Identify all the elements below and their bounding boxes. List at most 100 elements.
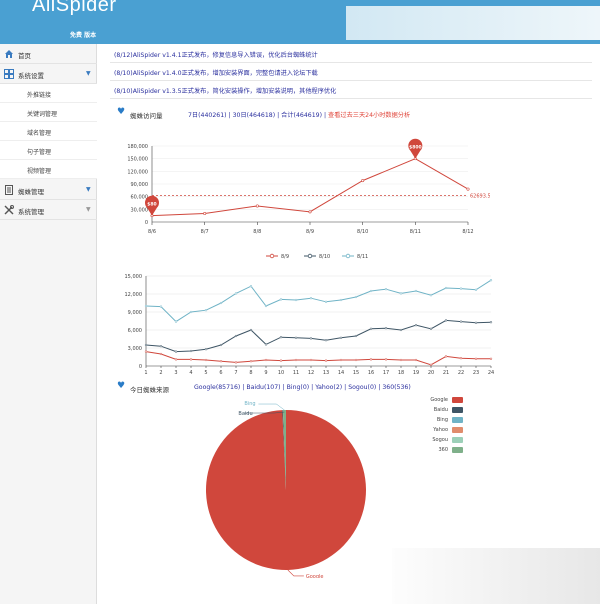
data-point [474,357,478,360]
grid-icon [4,69,14,79]
y-tick-label: 6,000 [128,328,142,334]
data-point [174,350,178,353]
x-tick-label: 8/8 [253,229,261,235]
x-tick-label: 17 [383,370,389,376]
sidebar-subitem-domains[interactable]: 域名管理 [0,122,97,141]
tools-icon [4,205,14,215]
data-point [219,301,223,305]
x-tick-label: 19 [413,370,419,376]
sources-stats[interactable]: Google(85716) | Baidu(107) | Bing(0) | Y… [194,384,411,391]
y-tick-label: 150,000 [127,157,148,163]
news-link[interactable]: (8/10)AliSpider v1.3.5正式发布，简化安装操作，增加安装说明… [114,88,337,95]
data-point [459,320,463,323]
series-line [145,351,491,366]
x-tick-label: 20 [428,370,434,376]
sidebar-item-system-settings[interactable]: 系统设置 ▼ [0,64,97,84]
data-point [459,287,463,290]
x-tick-label: 8 [249,370,252,376]
y-tick-label: 30,000 [131,207,149,213]
pie-label: Baidu [238,411,252,417]
data-point [474,288,478,291]
sidebar-subitem-label: 关键词管理 [27,111,58,118]
x-tick-label: 8/12 [462,229,473,235]
header-bar: AliSpider 免费 版本 [0,0,600,44]
legend-swatch [452,417,463,423]
data-point [384,327,388,330]
pin-label: $80 [147,202,156,208]
data-point [414,324,418,327]
data-point [369,327,373,330]
sidebar-subitem-links[interactable]: 外推链接 [0,84,97,103]
legend-label: Google [430,397,448,403]
x-tick-label: 18 [398,370,404,376]
legend-label: 8/10 [319,254,330,260]
sidebar-item-label: 首页 [18,52,31,60]
data-point [204,358,208,362]
data-point [354,334,358,338]
x-tick-label: 10 [278,370,284,376]
sidebar-item-label: 系统设置 [18,72,44,80]
visits-stats: 7日(440261) | 30日(464618) | 合计(464619) | … [188,110,410,119]
legend-swatch [452,427,463,433]
sidebar-subitem-keywords[interactable]: 关键词管理 [0,103,97,122]
data-point [279,359,283,362]
data-point [324,300,328,303]
label-line [244,411,285,414]
data-point [489,357,493,360]
data-point [159,352,163,356]
pin-shape [408,138,423,159]
heart-icon: ♥ [117,107,126,117]
data-point [219,343,223,347]
x-tick-label: 6 [219,370,222,376]
data-point [489,321,493,324]
x-tick-label: 8/7 [201,229,209,235]
data-point [264,304,268,308]
data-point [384,288,388,291]
data-point [249,360,253,363]
x-tick-label: 9 [264,370,267,376]
stat-30day[interactable]: 30日(464618) [232,112,276,119]
data-point [174,358,178,361]
news-link[interactable]: (8/10)AliSpider v1.4.0正式发布，增加安装界面，完整包请进入… [114,70,318,77]
news-link[interactable]: (8/12)AliSpider v1.4.1正式发布，修复信息导入错误，优化后台… [114,52,318,59]
pie-label: Bing [244,401,255,407]
data-point [339,358,343,362]
series-line [145,279,492,323]
stat-total[interactable]: 合计(464619) [281,112,322,119]
weekly-visits-chart: 0 30,000 60,000 90,000 120,000 150,000 180,000… [127,138,490,235]
sidebar-subitem-label: 外推链接 [27,92,52,99]
data-point [466,187,470,191]
data-point [234,334,238,338]
data-point [339,336,343,339]
legend-label: 8/9 [281,254,289,260]
pin-shape [145,195,159,216]
sidebar-item-home[interactable]: 首页 [0,44,97,64]
data-point [189,310,193,314]
legend-label: 8/11 [357,254,368,260]
analysis-link[interactable]: 查看过去三天24小时数据分析 [328,112,411,119]
x-tick-label: 13 [323,370,329,376]
x-tick-label: 1 [144,370,147,376]
sidebar-subitem-sentences[interactable]: 句子管理 [0,141,97,160]
data-point [204,348,208,351]
y-tick-label: 3,000 [128,346,142,352]
sidebar-item-system-management[interactable]: 系统管理 ▼ [0,200,97,220]
data-point [219,360,223,363]
x-tick-label: 12 [308,370,314,376]
y-tick-label: 12,000 [125,292,143,298]
series-line [151,158,469,217]
sidebar-item-spider-management[interactable]: 蜘蛛管理 ▼ [0,180,97,200]
x-tick-label: 7 [234,370,237,376]
data-point [234,292,238,295]
sidebar-subitem-videos[interactable]: 视频管理 [0,160,97,179]
stat-7day[interactable]: 7日(440261) [188,112,227,119]
x-tick-label: 23 [473,370,479,376]
divider [110,98,592,99]
divider [110,80,592,81]
max-mark-point: $800 [408,138,423,159]
data-point [159,345,163,348]
source-legend: Google Baidu Bing Yahoo Sogou 360 [430,397,463,453]
data-point [144,350,148,353]
data-point [279,336,283,339]
visits-title: 蜘蛛访问量 [130,112,163,120]
